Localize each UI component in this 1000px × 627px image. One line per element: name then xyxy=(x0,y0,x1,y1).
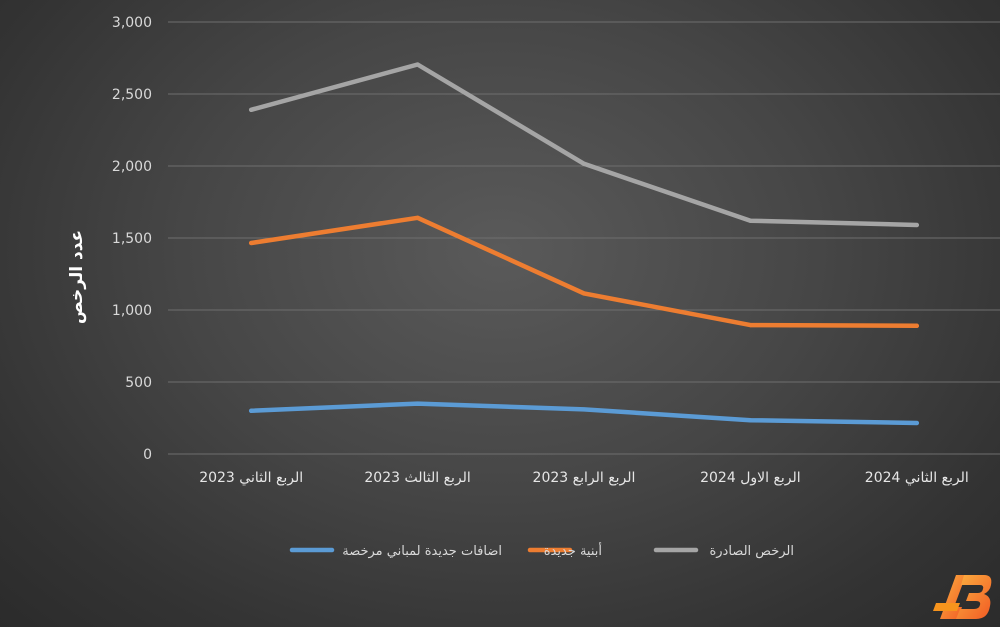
series-line xyxy=(248,401,920,426)
data-point xyxy=(582,407,586,412)
y-axis-label: عدد الرخص xyxy=(67,230,87,324)
data-point xyxy=(249,107,254,112)
data-point xyxy=(415,215,420,220)
data-point xyxy=(748,418,753,423)
x-axis-labels: الربع الثاني 2023 الربع الثالث 2023 الربع … xyxy=(199,470,969,486)
data-point xyxy=(748,323,753,328)
data-point xyxy=(249,241,254,246)
data-point xyxy=(582,161,586,166)
x-tick-label: الربع الثاني 2023 xyxy=(199,470,303,486)
data-point xyxy=(415,401,420,406)
x-tick-label: الربع الثالث 2023 xyxy=(364,470,470,486)
x-tick-label: الربع الثاني 2024 xyxy=(865,470,969,486)
legend-label: الرخص الصادرة xyxy=(709,544,794,559)
legend-label: اضافات جديدة لمباني مرخصة xyxy=(342,544,502,559)
x-tick-label: الربع الاول 2024 xyxy=(700,470,801,486)
data-point xyxy=(914,223,919,228)
y-tick-label: 500 xyxy=(125,375,152,391)
legend: اضافات جديدة لمباني مرخصة أبنية جديدة الرخ… xyxy=(289,542,794,559)
y-tick-label: 1,500 xyxy=(112,231,152,247)
series-line xyxy=(248,62,920,228)
data-point xyxy=(249,408,254,413)
data-point xyxy=(914,323,919,328)
data-point xyxy=(748,218,753,223)
y-tick-label: 2,000 xyxy=(112,159,152,175)
y-tick-label: 0 xyxy=(143,447,152,463)
legend-label: أبنية جديدة xyxy=(544,542,602,559)
data-point xyxy=(582,291,586,296)
y-tick-label: 3,000 xyxy=(112,15,152,31)
data-point xyxy=(914,421,919,426)
y-tick-label: 1,000 xyxy=(112,303,152,319)
ab-logo-icon xyxy=(933,575,992,619)
y-axis-ticks: 0 500 1,000 1,500 2,000 2,500 3,000 xyxy=(112,15,152,463)
series-lines xyxy=(248,62,920,426)
x-tick-label: الربع الرابع 2023 xyxy=(533,470,636,486)
y-tick-label: 2,500 xyxy=(112,87,152,103)
data-point xyxy=(415,62,420,67)
